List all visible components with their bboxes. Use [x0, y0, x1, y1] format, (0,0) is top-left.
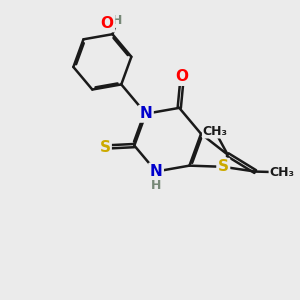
Text: CH₃: CH₃ [202, 125, 228, 138]
Text: O: O [176, 70, 189, 85]
Text: H: H [151, 179, 161, 192]
Text: N: N [150, 164, 163, 179]
Text: S: S [99, 140, 110, 154]
Text: H: H [112, 14, 123, 27]
Text: N: N [140, 106, 152, 121]
Text: CH₃: CH₃ [269, 166, 294, 179]
Text: O: O [101, 16, 114, 31]
Text: S: S [218, 159, 229, 174]
